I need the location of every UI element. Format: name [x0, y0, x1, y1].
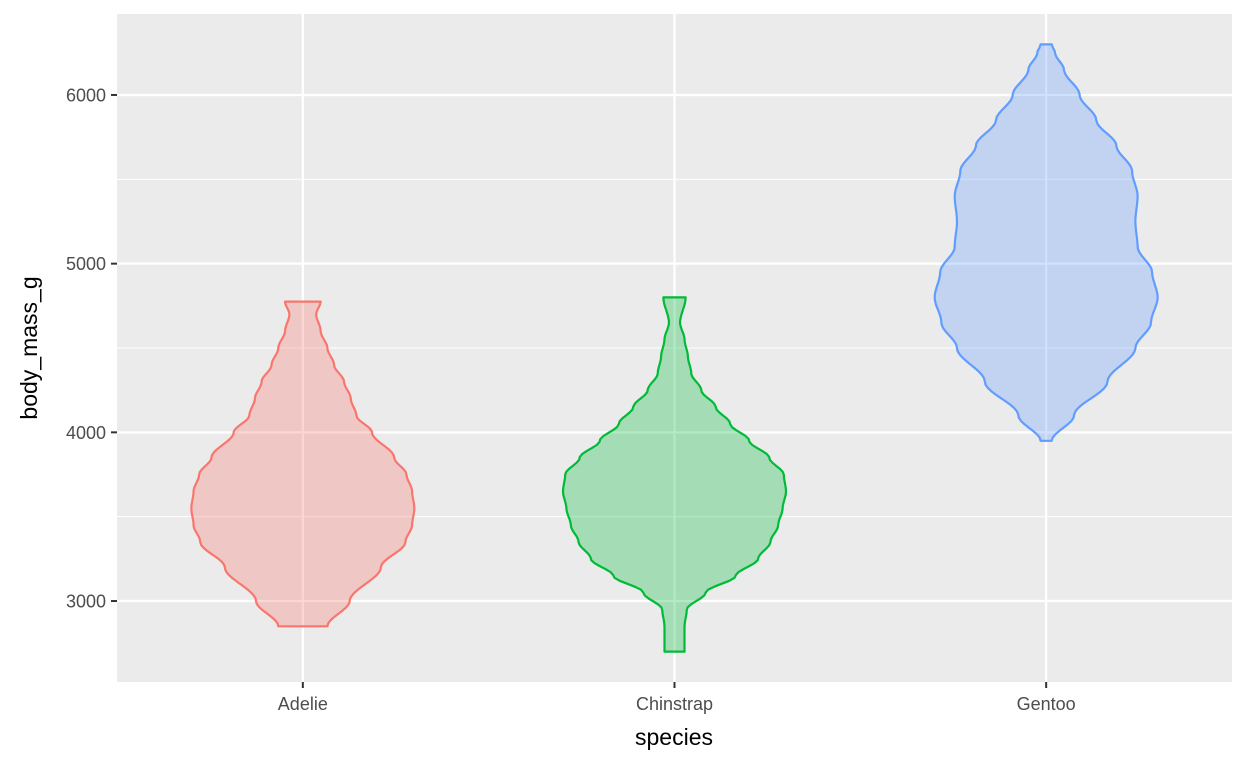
grid-lines [117, 14, 1232, 682]
y-tick-label: 6000 [66, 85, 106, 105]
violin-chinstrap [561, 296, 788, 653]
violin-adelie [190, 300, 416, 628]
x-tick-label: Adelie [278, 694, 328, 714]
y-tick-label: 5000 [66, 254, 106, 274]
axes: 3000 4000 5000 6000 Adelie Chinstrap Gentoo [66, 85, 1076, 714]
y-tick-label: 3000 [66, 592, 106, 612]
x-axis-title: species [635, 724, 713, 750]
x-tick-label: Chinstrap [636, 694, 713, 714]
y-tick-label: 4000 [66, 423, 106, 443]
x-tick-label: Gentoo [1017, 694, 1076, 714]
y-axis-title: body_mass_g [16, 276, 42, 419]
violins [190, 43, 1159, 653]
violin-gentoo [933, 43, 1159, 442]
